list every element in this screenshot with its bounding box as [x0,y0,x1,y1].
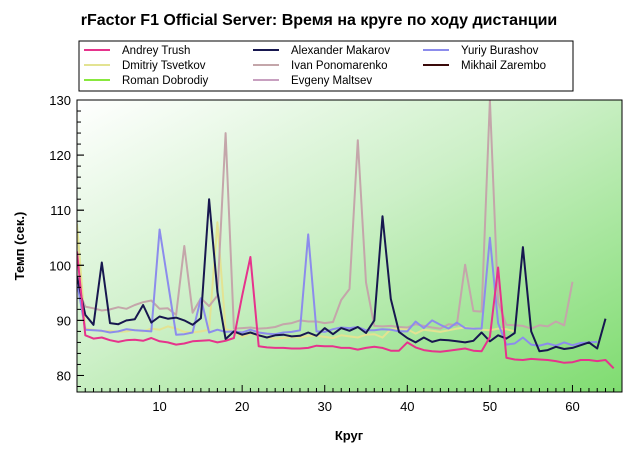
x-tick-label: 50 [483,399,497,414]
x-tick-label: 20 [235,399,249,414]
x-tick-label: 40 [400,399,414,414]
legend-entry: Roman Dobrodiy [122,75,209,87]
y-axis-label: Темп (сек.) [12,212,27,281]
x-axis-label: Круг [335,428,364,443]
legend-entry: Dmitriy Tsvetkov [122,60,206,72]
legend-entry: Ivan Ponomarenko [291,60,388,72]
series-line-alexander-makarov [77,198,607,353]
chart-title: rFactor F1 Official Server: Время на кру… [81,12,558,29]
y-tick-label: 100 [49,258,71,273]
x-tick-label: 10 [152,399,166,414]
y-tick-label: 120 [49,148,71,163]
series-layer [77,100,615,370]
legend-entry: Yuriy Burashov [461,45,539,57]
x-tick-label: 60 [565,399,579,414]
legend-box [78,40,574,92]
legend-entry: Alexander Makarov [291,45,390,57]
legend-entry: Mikhail Zarembo [461,60,546,72]
series-line-andrey-trush [77,251,615,370]
legend-entry: Andrey Trush [122,45,190,57]
legend-entry: Evgeny Maltsev [291,75,372,87]
y-tick-label: 130 [49,93,71,108]
x-tick-label: 30 [317,399,331,414]
plot-frame [76,99,623,393]
series-line-dmitriy-tsvetkov [77,221,515,340]
y-tick-label: 90 [57,313,71,328]
series-line-ivan-ponomarenko [77,100,574,330]
y-tick-label: 110 [50,203,71,218]
legend: Andrey Trush Dmitriy Tsvetkov Roman Dobrod… [78,40,574,92]
series-line-yuriy-burashov [77,228,598,347]
axis-layer: 80 90 100 110 120 130 10 20 30 40 50 60 [49,93,615,414]
y-tick-label: 80 [57,368,71,383]
